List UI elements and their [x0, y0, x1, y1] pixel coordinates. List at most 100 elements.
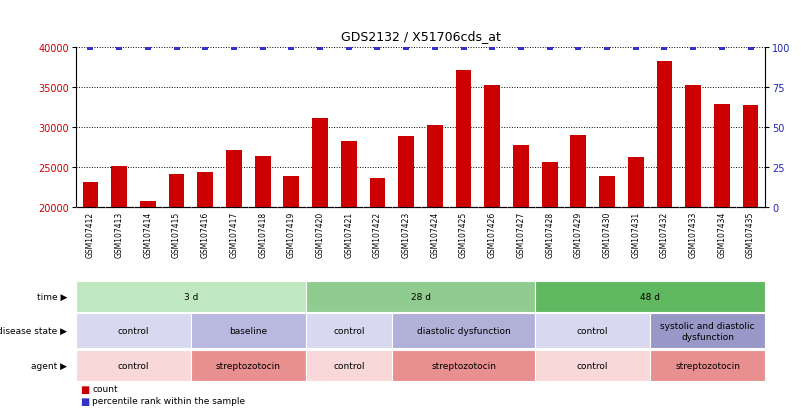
Point: [601, 44, 614, 51]
Point: [314, 44, 327, 51]
Bar: [513, 146, 529, 368]
Bar: [392, 313, 535, 349]
Text: streptozotocin: streptozotocin: [215, 361, 281, 370]
Text: GSM107424: GSM107424: [430, 211, 440, 257]
Text: ■: ■: [80, 384, 90, 394]
Bar: [255, 157, 271, 368]
Point: [630, 44, 642, 51]
Bar: [427, 125, 443, 368]
Text: GSM107425: GSM107425: [459, 211, 468, 257]
Point: [142, 44, 155, 51]
Text: GSM107423: GSM107423: [401, 211, 411, 257]
Text: GSM107427: GSM107427: [517, 211, 525, 257]
Text: diastolic dysfunction: diastolic dysfunction: [417, 327, 510, 335]
Bar: [743, 106, 759, 368]
Bar: [306, 313, 392, 349]
Text: GSM107435: GSM107435: [746, 211, 755, 258]
Text: percentile rank within the sample: percentile rank within the sample: [92, 396, 245, 406]
Text: GSM107434: GSM107434: [718, 211, 727, 258]
Text: GSM107432: GSM107432: [660, 211, 669, 257]
Bar: [140, 201, 155, 368]
Text: control: control: [118, 361, 149, 370]
Text: GSM107429: GSM107429: [574, 211, 583, 257]
Point: [429, 44, 441, 51]
Point: [199, 44, 211, 51]
Point: [715, 44, 728, 51]
Bar: [76, 281, 306, 312]
Text: control: control: [333, 361, 364, 370]
Bar: [535, 313, 650, 349]
Bar: [535, 350, 650, 381]
Text: GSM107413: GSM107413: [115, 211, 123, 257]
Text: streptozotocin: streptozotocin: [431, 361, 496, 370]
Bar: [191, 313, 306, 349]
Bar: [197, 173, 213, 368]
Text: control: control: [333, 327, 364, 335]
Text: GSM107430: GSM107430: [602, 211, 612, 258]
Text: GSM107420: GSM107420: [316, 211, 324, 257]
Text: GSM107418: GSM107418: [258, 211, 268, 257]
Bar: [111, 167, 127, 368]
Text: 28 d: 28 d: [411, 292, 430, 301]
Point: [457, 44, 470, 51]
Bar: [306, 350, 392, 381]
Point: [84, 44, 97, 51]
Text: control: control: [118, 327, 149, 335]
Text: GSM107419: GSM107419: [287, 211, 296, 257]
Text: disease state ▶: disease state ▶: [0, 327, 67, 335]
Text: GSM107417: GSM107417: [229, 211, 239, 257]
Text: GSM107421: GSM107421: [344, 211, 353, 257]
Bar: [657, 62, 672, 368]
Point: [342, 44, 355, 51]
Text: GSM107412: GSM107412: [86, 211, 95, 257]
Text: control: control: [577, 361, 609, 370]
Text: GSM107433: GSM107433: [689, 211, 698, 258]
Text: agent ▶: agent ▶: [31, 361, 67, 370]
Text: time ▶: time ▶: [37, 292, 67, 301]
Point: [486, 44, 499, 51]
Text: count: count: [92, 384, 118, 393]
Bar: [535, 281, 765, 312]
Bar: [312, 119, 328, 368]
Text: 3 d: 3 d: [183, 292, 198, 301]
Text: systolic and diastolic
dysfunction: systolic and diastolic dysfunction: [660, 321, 755, 341]
Bar: [284, 176, 300, 368]
Bar: [369, 178, 385, 368]
Point: [572, 44, 585, 51]
Point: [686, 44, 699, 51]
Bar: [191, 350, 306, 381]
Bar: [398, 136, 414, 368]
Bar: [76, 313, 191, 349]
Point: [113, 44, 126, 51]
Text: GSM107428: GSM107428: [545, 211, 554, 257]
Bar: [83, 182, 99, 368]
Bar: [650, 350, 765, 381]
Text: GSM107416: GSM107416: [201, 211, 210, 257]
Text: GSM107415: GSM107415: [172, 211, 181, 257]
Bar: [485, 86, 500, 368]
Point: [371, 44, 384, 51]
Bar: [306, 281, 535, 312]
Bar: [599, 176, 615, 368]
Point: [658, 44, 671, 51]
Text: GSM107422: GSM107422: [373, 211, 382, 257]
Point: [256, 44, 269, 51]
Point: [514, 44, 527, 51]
Text: ■: ■: [80, 396, 90, 406]
Text: streptozotocin: streptozotocin: [675, 361, 740, 370]
Text: 48 d: 48 d: [640, 292, 660, 301]
Bar: [541, 163, 557, 368]
Text: GDS2132 / X51706cds_at: GDS2132 / X51706cds_at: [340, 31, 501, 43]
Bar: [76, 350, 191, 381]
Bar: [456, 71, 472, 368]
Text: GSM107431: GSM107431: [631, 211, 640, 257]
Bar: [169, 174, 184, 368]
Bar: [650, 313, 765, 349]
Bar: [628, 158, 644, 368]
Point: [170, 44, 183, 51]
Text: control: control: [577, 327, 609, 335]
Bar: [714, 105, 730, 368]
Bar: [341, 142, 356, 368]
Point: [227, 44, 240, 51]
Point: [744, 44, 757, 51]
